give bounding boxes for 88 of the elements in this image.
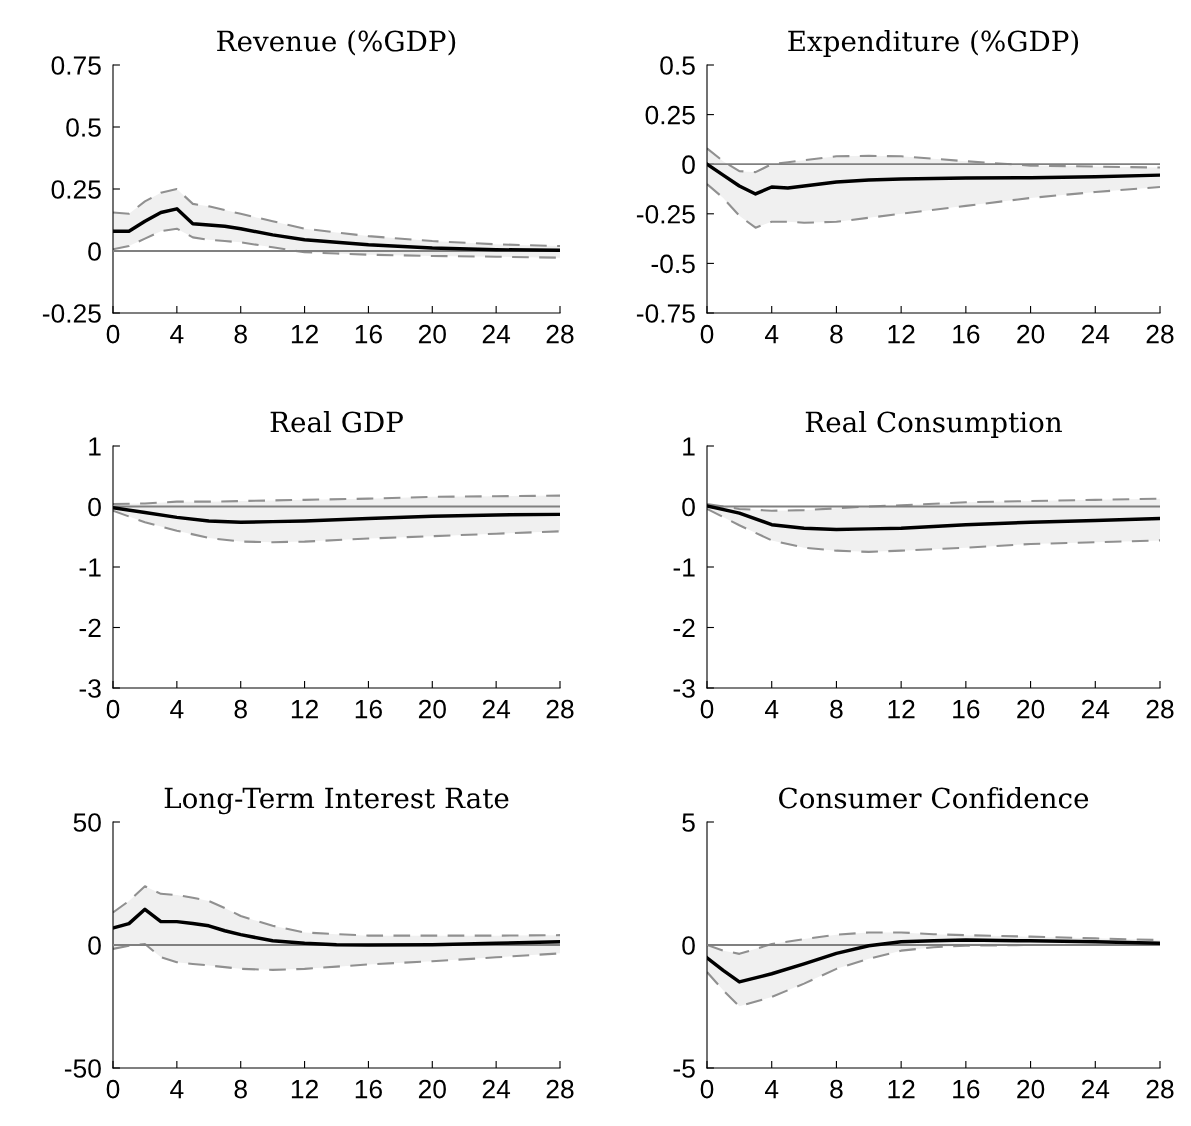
- x-tick-label: 8: [830, 324, 843, 344]
- y-tick-label: 0.75: [51, 56, 101, 75]
- x-tick-label: 0: [700, 699, 714, 719]
- chart-title: Consumer Confidence: [779, 787, 1089, 809]
- y-tick-label: 0.25: [51, 180, 101, 199]
- y-tick-label: 0.5: [66, 118, 101, 137]
- x-tick-label: 16: [355, 324, 382, 344]
- x-tick-label: 4: [764, 325, 779, 344]
- x-tick-label: 8: [234, 1079, 247, 1099]
- x-tick-label: 20: [418, 1079, 446, 1099]
- x-tick-label: 16: [953, 699, 980, 719]
- x-tick-label: 24: [482, 1079, 511, 1099]
- line-series: [707, 507, 1160, 553]
- x-tick-label: 4: [170, 700, 184, 719]
- y-tick-label: 0: [88, 497, 101, 517]
- x-tick-label: 8: [830, 1079, 843, 1099]
- x-tick-label: 28: [546, 324, 574, 344]
- y-tick-label: 0: [682, 155, 695, 175]
- x-tick-label: 28: [546, 699, 574, 719]
- x-tick-label: 4: [170, 1080, 184, 1099]
- y-tick-label: -2: [673, 618, 695, 638]
- x-tick-label: 28: [546, 1079, 574, 1099]
- x-tick-label: 4: [170, 325, 184, 344]
- x-tick-label: 20: [418, 324, 446, 344]
- y-tick-label: -1: [79, 558, 101, 577]
- y-tick-label: -0.25: [636, 204, 695, 224]
- x-tick-label: 0: [106, 324, 120, 344]
- line-series: [113, 509, 560, 544]
- y-tick-label: 1: [89, 437, 101, 456]
- y-tick-label: -3: [79, 679, 101, 698]
- chart-title: Expenditure (%GDP): [788, 30, 1079, 57]
- line-series: [113, 885, 560, 937]
- y-tick-label: -5: [673, 1059, 695, 1078]
- y-tick-label: 0: [682, 936, 695, 955]
- y-tick-label: 5: [682, 813, 695, 832]
- line-series: [707, 183, 1160, 229]
- y-tick-label: -1: [673, 558, 695, 577]
- chart-title: Real Consumption: [805, 411, 1062, 438]
- chart-title: Revenue (%GDP): [217, 30, 456, 56]
- x-tick-label: 24: [1081, 324, 1110, 344]
- x-tick-label: 12: [888, 699, 915, 719]
- y-tick-label: -0.5: [651, 254, 695, 274]
- y-tick-label: -0.25: [42, 304, 101, 323]
- y-tick-label: -50: [64, 1059, 101, 1078]
- x-tick-label: 16: [355, 699, 382, 719]
- y-tick-label: 0.5: [660, 56, 695, 75]
- x-tick-label: 28: [1146, 1079, 1174, 1099]
- x-tick-label: 8: [830, 699, 843, 719]
- y-tick-label: -0.75: [636, 304, 695, 323]
- y-tick-label: 0: [682, 497, 695, 517]
- x-tick-label: 8: [234, 699, 247, 719]
- x-tick-label: 12: [888, 1079, 915, 1099]
- y-tick-label: 0.25: [645, 105, 695, 125]
- x-tick-label: 24: [482, 324, 511, 344]
- x-tick-label: 20: [418, 699, 446, 719]
- y-tick-label: -2: [79, 618, 101, 638]
- x-tick-label: 8: [234, 324, 247, 344]
- y-tick-label: 1: [683, 437, 695, 456]
- line-series: [113, 187, 560, 248]
- y-tick-label: 50: [73, 813, 101, 832]
- chart-title: Long-Term Interest Rate: [164, 787, 509, 815]
- x-tick-label: 0: [106, 1079, 120, 1099]
- x-tick-label: 20: [1017, 1079, 1045, 1099]
- x-tick-label: 16: [953, 324, 980, 344]
- x-tick-label: 4: [764, 700, 779, 719]
- x-tick-label: 0: [700, 324, 714, 344]
- x-tick-label: 24: [1081, 699, 1110, 719]
- x-tick-label: 12: [291, 1079, 318, 1099]
- x-tick-label: 0: [106, 699, 120, 719]
- y-tick-label: -3: [673, 679, 695, 698]
- x-tick-label: 0: [700, 1079, 714, 1099]
- x-tick-label: 20: [1017, 324, 1045, 344]
- x-tick-label: 20: [1017, 699, 1045, 719]
- x-tick-label: 16: [355, 1079, 382, 1099]
- x-tick-label: 28: [1146, 324, 1174, 344]
- line-series: [113, 494, 560, 506]
- y-tick-label: 0: [88, 242, 101, 261]
- x-tick-label: 24: [1081, 1079, 1110, 1099]
- x-tick-label: 24: [482, 699, 511, 719]
- x-tick-label: 12: [291, 699, 318, 719]
- x-tick-label: 12: [888, 324, 915, 344]
- x-tick-label: 12: [291, 324, 318, 344]
- x-tick-label: 16: [953, 1079, 980, 1099]
- x-tick-label: 4: [764, 1080, 779, 1099]
- line-series: [707, 147, 1160, 174]
- chart-title: Real GDP: [270, 411, 403, 433]
- y-tick-label: 0: [88, 936, 101, 955]
- x-tick-label: 28: [1146, 699, 1174, 719]
